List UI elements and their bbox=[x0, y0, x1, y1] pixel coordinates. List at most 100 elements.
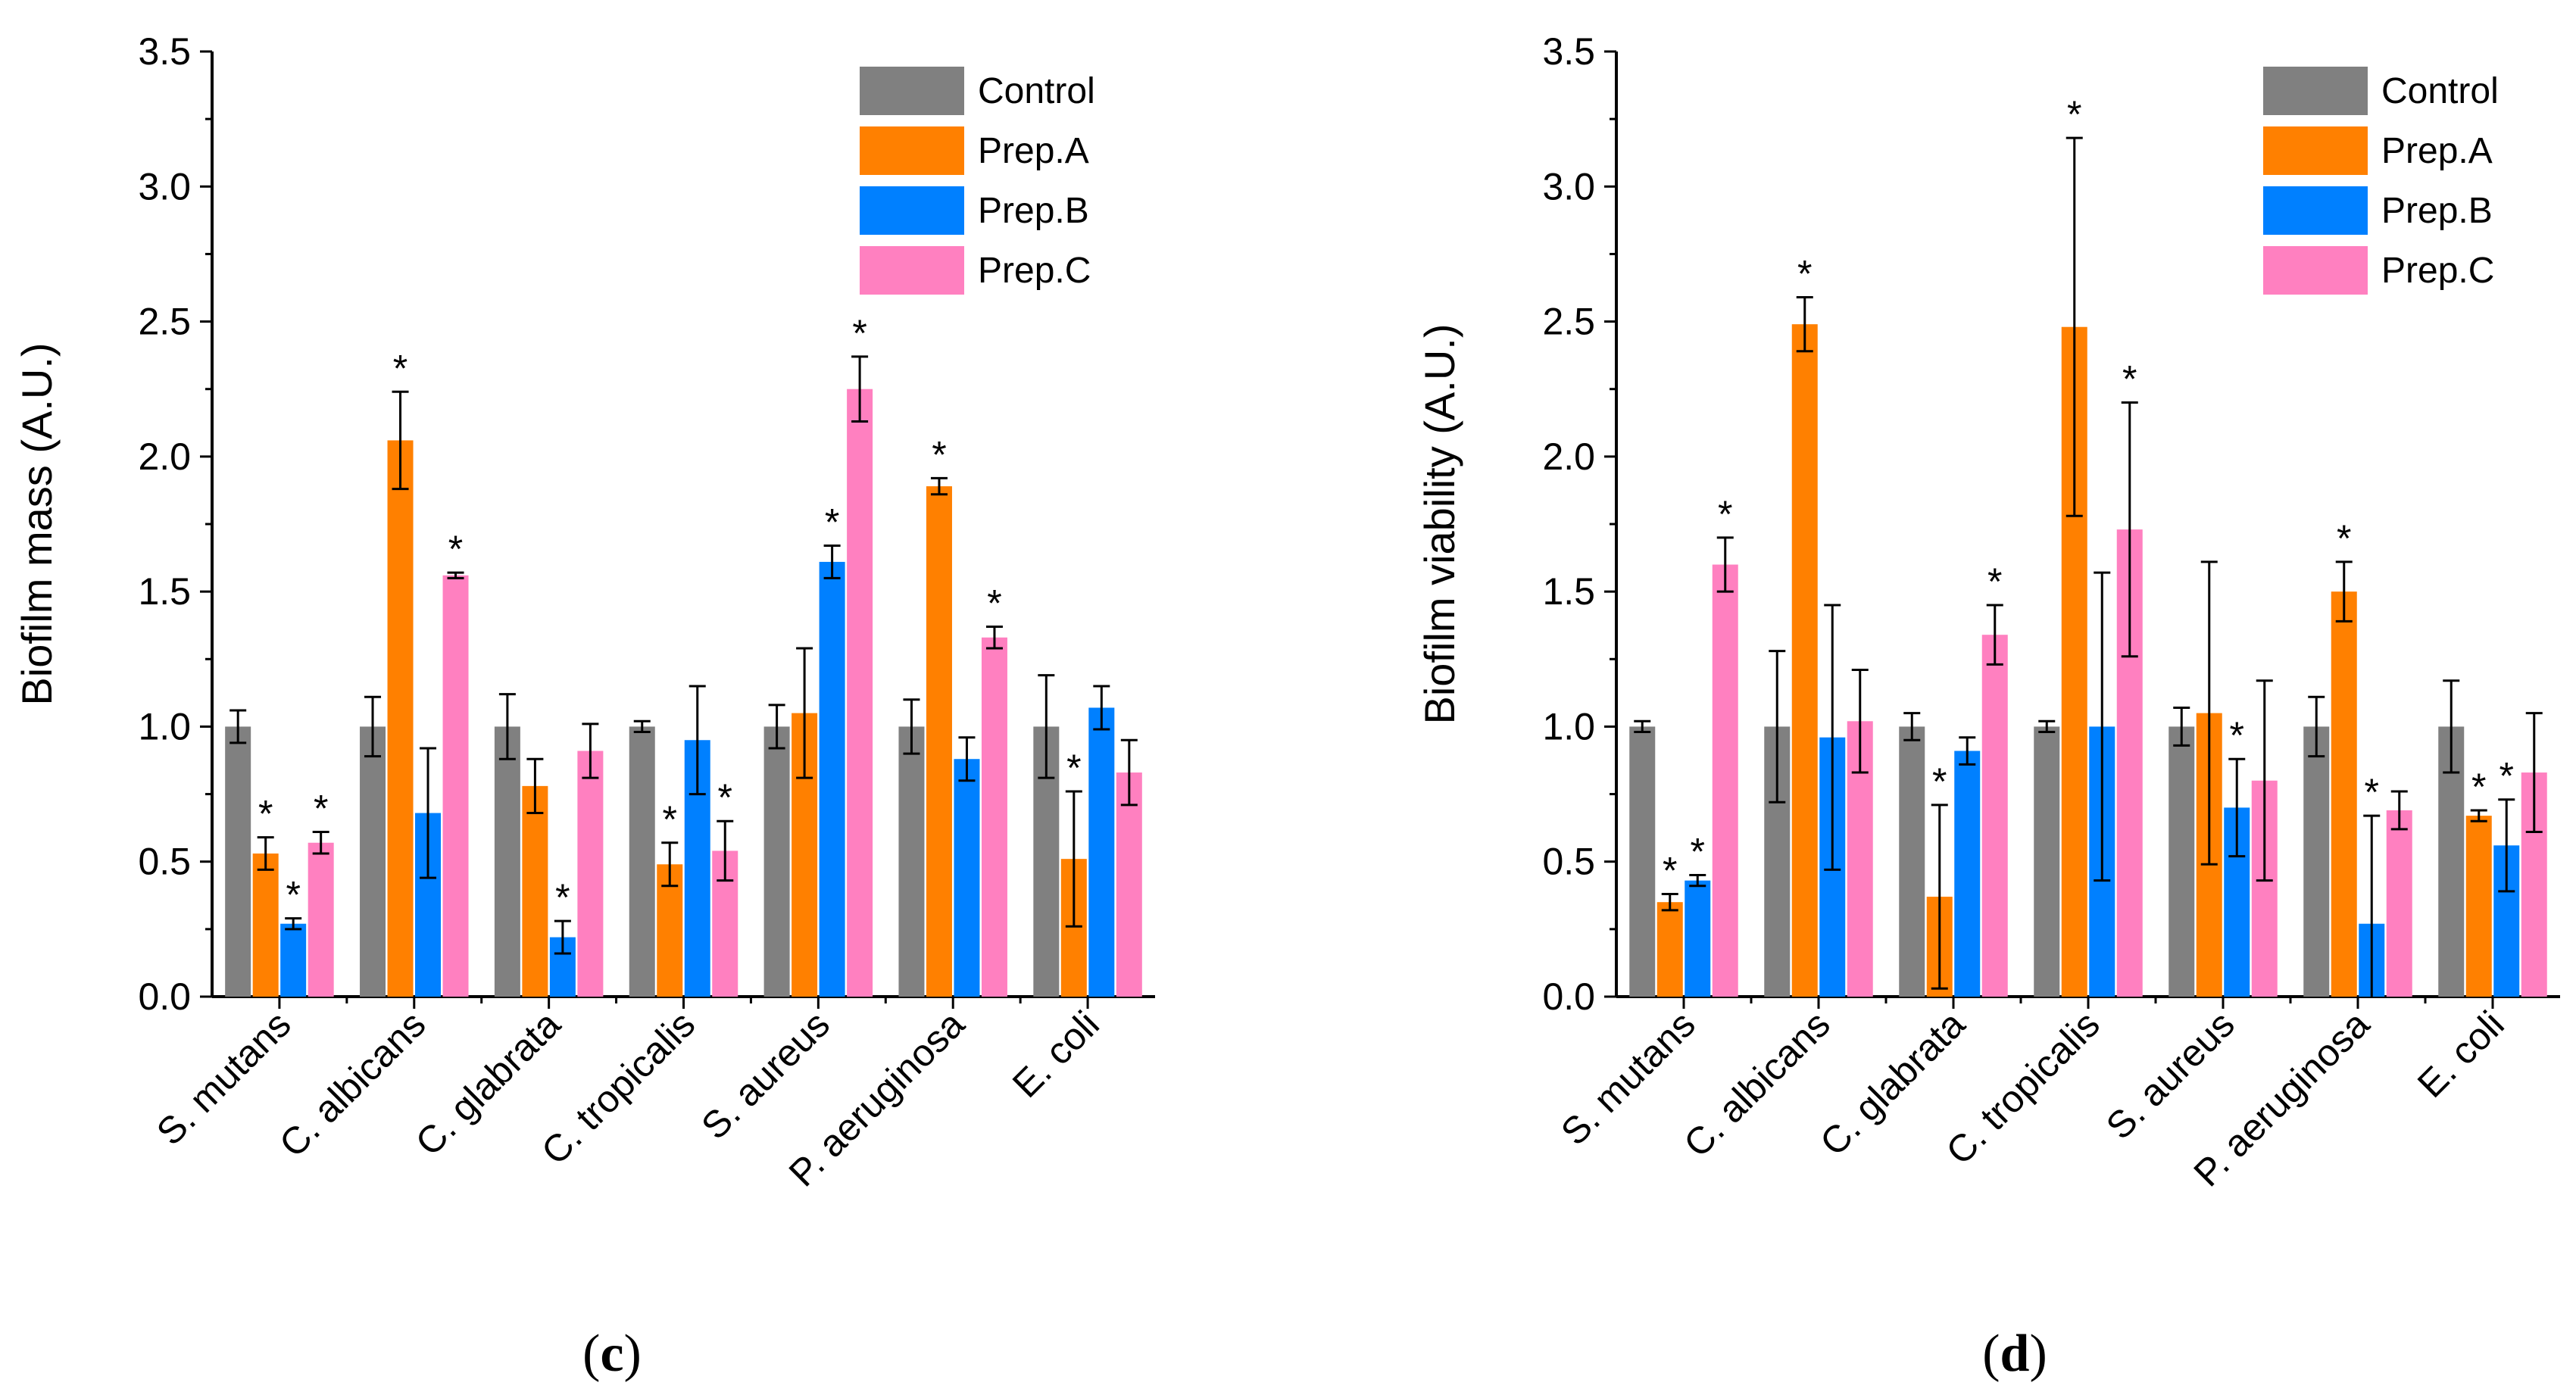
bar bbox=[2331, 591, 2357, 997]
significance-star: * bbox=[825, 501, 839, 544]
chart-panel-c: 0.0 0.5 1.0 1.5 2.0 2.5 3.0 3.5 Biofilm mass (A.… bbox=[13, 30, 1155, 1383]
bar bbox=[1116, 772, 1142, 997]
legend-swatch bbox=[2263, 126, 2368, 175]
bar bbox=[1981, 635, 2008, 997]
significance-star: * bbox=[2337, 517, 2351, 560]
legend-label: Prep.A bbox=[2381, 131, 2493, 171]
significance-star: * bbox=[448, 528, 463, 570]
bar bbox=[442, 575, 469, 997]
y-axis-title: Biofilm viability (A.U.) bbox=[1416, 324, 1463, 725]
y-tick-label: 2.5 bbox=[1542, 301, 1595, 343]
y-tick-label: 2.5 bbox=[138, 301, 191, 343]
legend-swatch bbox=[860, 67, 964, 115]
y-tick-label: 0.5 bbox=[1542, 841, 1595, 883]
significance-star: * bbox=[314, 787, 328, 829]
bar bbox=[360, 726, 386, 997]
bar bbox=[577, 751, 604, 997]
legend-label: Control bbox=[978, 71, 1095, 111]
bar bbox=[522, 785, 548, 997]
legend-swatch bbox=[860, 126, 964, 175]
bar bbox=[252, 854, 279, 997]
y-tick-label: 1.5 bbox=[1542, 570, 1595, 613]
bar bbox=[1712, 564, 1738, 997]
legend-swatch bbox=[2263, 67, 2368, 115]
bar bbox=[1791, 324, 1818, 997]
bar bbox=[629, 726, 655, 997]
y-tick-label: 1.0 bbox=[1542, 705, 1595, 747]
y-tick-label: 3.0 bbox=[138, 165, 191, 208]
bar bbox=[954, 759, 980, 997]
legend-label: Prep.C bbox=[978, 251, 1091, 291]
bar bbox=[926, 486, 952, 997]
bar bbox=[1685, 880, 1711, 997]
significance-star: * bbox=[555, 876, 570, 919]
significance-star: * bbox=[1797, 252, 1812, 295]
legend-label: Prep.A bbox=[978, 131, 1089, 171]
significance-star: * bbox=[393, 347, 407, 389]
significance-star: * bbox=[286, 874, 300, 916]
legend-swatch bbox=[860, 246, 964, 295]
significance-star: * bbox=[852, 312, 866, 354]
significance-star: * bbox=[2067, 93, 2081, 136]
significance-star: * bbox=[2365, 771, 2379, 813]
significance-star: * bbox=[1987, 560, 2002, 603]
bar bbox=[280, 923, 307, 997]
bar bbox=[2386, 810, 2412, 997]
bar bbox=[225, 726, 251, 997]
x-tick-label: S. aureus bbox=[2098, 1003, 2243, 1147]
bar bbox=[2303, 726, 2330, 997]
bar bbox=[387, 440, 414, 997]
significance-star: * bbox=[1691, 831, 1705, 873]
legend-label: Prep.C bbox=[2381, 251, 2494, 291]
legend-swatch bbox=[860, 186, 964, 235]
legend-label: Prep.B bbox=[978, 191, 1089, 231]
chart-panel-d: 0.0 0.5 1.0 1.5 2.0 2.5 3.0 3.5 Biofilm viabilit… bbox=[1416, 30, 2560, 1383]
legend-swatch bbox=[2263, 186, 2368, 235]
significance-star: * bbox=[2500, 755, 2514, 797]
significance-star: * bbox=[2230, 714, 2244, 757]
legend-label: Prep.B bbox=[2381, 191, 2493, 231]
significance-star: * bbox=[718, 776, 732, 819]
bar bbox=[494, 726, 520, 997]
panel-letter: d bbox=[2000, 1325, 2030, 1383]
panel-label: (c) bbox=[582, 1325, 642, 1383]
significance-star: * bbox=[2122, 358, 2137, 401]
bar bbox=[2465, 816, 2492, 997]
significance-star: * bbox=[1718, 493, 1732, 535]
x-tick-label: C. albicans bbox=[271, 1003, 433, 1165]
x-tick-label: C. albicans bbox=[1675, 1003, 1838, 1165]
y-tick-label: 1.5 bbox=[138, 570, 191, 613]
bar bbox=[1629, 726, 1656, 997]
significance-star: * bbox=[1066, 747, 1081, 789]
x-tick-label: S. aureus bbox=[693, 1003, 838, 1147]
bar bbox=[2169, 726, 2195, 997]
bar bbox=[819, 561, 845, 997]
bar bbox=[1656, 902, 1683, 997]
bar bbox=[1954, 751, 1981, 997]
significance-star: * bbox=[2471, 766, 2486, 808]
bar bbox=[763, 726, 790, 997]
x-tick-label: E. coli bbox=[2409, 1003, 2512, 1106]
y-tick-label: 3.0 bbox=[1542, 165, 1595, 208]
y-tick-label: 0.0 bbox=[138, 975, 191, 1018]
y-axis-title: Biofilm mass (A.U.) bbox=[13, 342, 61, 705]
y-tick-label: 2.0 bbox=[1542, 435, 1595, 478]
y-tick-label: 3.5 bbox=[138, 30, 191, 73]
legend-label: Control bbox=[2381, 71, 2499, 111]
significance-star: * bbox=[663, 798, 677, 841]
panel-label: (d) bbox=[1982, 1325, 2047, 1383]
bar bbox=[847, 389, 873, 997]
bar bbox=[1899, 726, 1925, 997]
bar bbox=[981, 637, 1007, 997]
bar bbox=[898, 726, 925, 997]
significance-star: * bbox=[932, 433, 946, 476]
panel-letter: c bbox=[600, 1325, 623, 1383]
y-tick-label: 3.5 bbox=[1542, 30, 1595, 73]
significance-star: * bbox=[258, 793, 273, 835]
y-tick-label: 0.5 bbox=[138, 841, 191, 883]
significance-star: * bbox=[987, 582, 1001, 624]
bar bbox=[1088, 707, 1115, 997]
y-tick-label: 2.0 bbox=[138, 435, 191, 478]
significance-star: * bbox=[1663, 850, 1677, 892]
